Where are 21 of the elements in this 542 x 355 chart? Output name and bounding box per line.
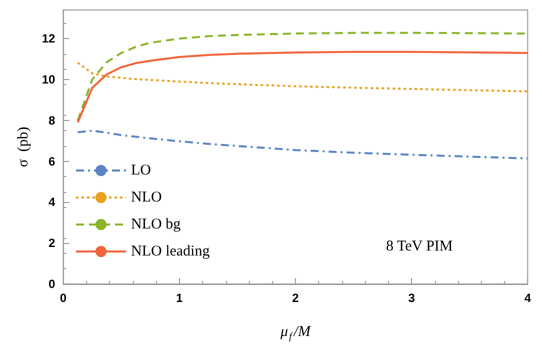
x-tick-label: 3 <box>408 291 416 305</box>
y-tick-label: 10 <box>42 72 56 87</box>
x-tick-label: 4 <box>524 291 532 305</box>
line-series <box>76 130 529 160</box>
legend-label: NLO bg <box>131 216 182 232</box>
x-tick-label: 1 <box>176 291 184 305</box>
x-tick-label: 2 <box>292 291 300 305</box>
y-tick-label: 6 <box>48 154 56 168</box>
y-tick-label: 0 <box>48 277 56 291</box>
legend-label: NLO <box>131 190 162 206</box>
line-series <box>76 50 529 124</box>
y-tick-label: 2 <box>48 236 56 250</box>
y-axis-title: σ (pb) <box>16 126 32 168</box>
x-tick-label: 0 <box>60 291 67 305</box>
line-series <box>76 62 529 92</box>
legend-label: LO <box>131 162 152 178</box>
y-tick-label: 8 <box>48 113 56 128</box>
legend-label: NLO leading <box>131 244 210 260</box>
annotation: 8 TeV PIM <box>386 238 453 254</box>
y-tick-label: 12 <box>42 32 56 46</box>
y-tick-label: 4 <box>48 195 56 210</box>
